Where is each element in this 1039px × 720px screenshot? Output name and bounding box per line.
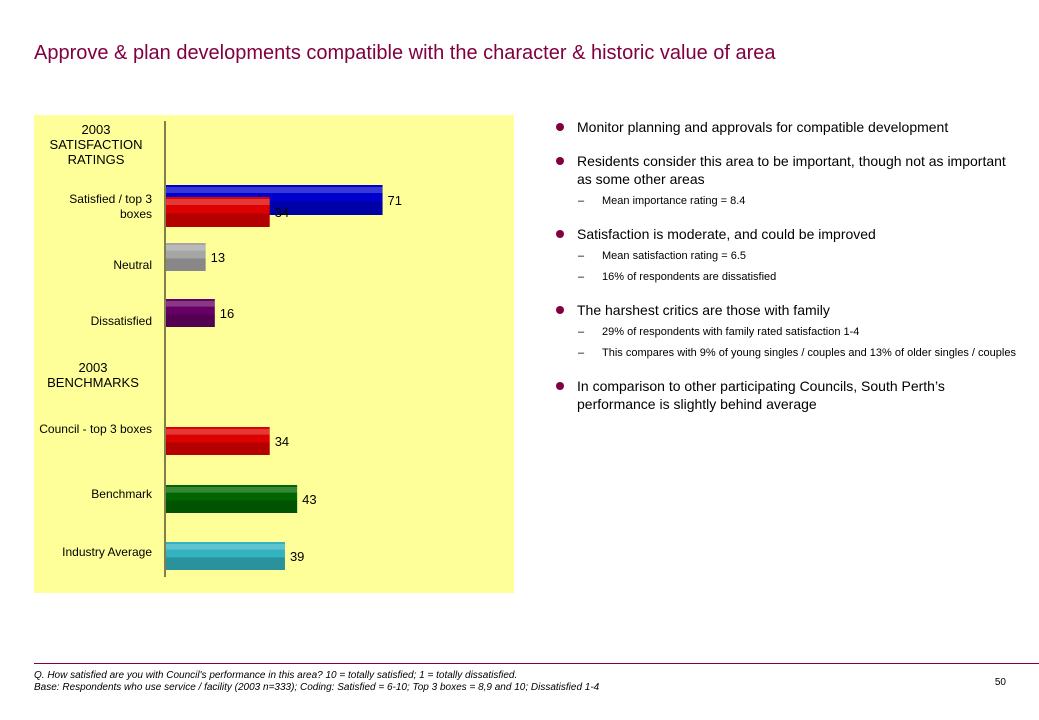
bullet-dot-icon: [556, 230, 564, 238]
bar-value-label: 39: [290, 549, 304, 564]
sub-bullet-item: – 16% of respondents are dissatisfied: [556, 270, 1016, 285]
category-label-industry-average: Industry Average: [62, 545, 152, 559]
category-label-benchmark: Benchmark: [91, 487, 152, 501]
sub-bullet-item: – Mean satisfaction rating = 6.5: [556, 249, 1016, 264]
category-label-council: Council - top 3 boxes: [39, 422, 152, 436]
bar-council-top-3-boxes-34: [166, 427, 270, 455]
sub-bullet-text: Mean satisfaction rating = 6.5: [602, 250, 746, 262]
bar-highlight: [166, 301, 215, 307]
bullet-text: In comparison to other participating Cou…: [577, 378, 945, 412]
bullet-item: The harshest critics are those with fami…: [556, 301, 1016, 319]
bullet-dot-icon: [556, 123, 564, 131]
dash-icon: –: [578, 347, 585, 359]
bar-satisfied-top-3-boxes-34: [166, 197, 270, 227]
sub-bullet-text: 16% of respondents are dissatisfied: [602, 271, 777, 283]
category-label-satisfied: Satisfied / top 3 boxes: [69, 192, 152, 221]
bullet-item: In comparison to other participating Cou…: [556, 377, 1016, 413]
bullet-dot-icon: [556, 157, 564, 165]
page-title: Approve & plan developments compatible w…: [34, 42, 776, 64]
bullet-text: Residents consider this area to be impor…: [577, 153, 1006, 187]
bar-shade: [166, 557, 285, 570]
bar-value-label: 34: [275, 205, 289, 220]
bar-dissatisfied-16: [166, 299, 215, 327]
footnote-question: Q. How satisfied are you with Council's …: [34, 670, 518, 681]
bullet-group: Satisfaction is moderate, and could be i…: [556, 225, 1016, 285]
section-label-benchmarks: 2003 BENCHMARKS: [47, 360, 139, 390]
page-number: 50: [994, 677, 1006, 688]
sub-bullet-text: Mean importance rating = 8.4: [602, 195, 746, 207]
bar-value-label: 71: [388, 193, 402, 208]
dash-icon: –: [578, 250, 585, 262]
footer-divider: [34, 663, 1039, 664]
bullet-dot-icon: [556, 382, 564, 390]
bullet-group: Monitor planning and approvals for compa…: [556, 118, 1016, 136]
bar-shade: [166, 500, 298, 513]
bar-highlight: [166, 487, 298, 493]
bullet-item: Monitor planning and approvals for compa…: [556, 118, 1016, 136]
bar-highlight: [166, 199, 270, 205]
bullet-dot-icon: [556, 306, 564, 314]
bullet-item: Satisfaction is moderate, and could be i…: [556, 225, 1016, 243]
bullet-text: The harshest critics are those with fami…: [577, 302, 830, 318]
bar-highlight: [166, 245, 206, 251]
commentary-list: Monitor planning and approvals for compa…: [556, 118, 1016, 429]
bar-highlight: [166, 544, 285, 550]
footnote: Q. How satisfied are you with Council's …: [34, 670, 599, 694]
dash-icon: –: [578, 271, 585, 283]
bullet-text: Satisfaction is moderate, and could be i…: [577, 226, 876, 242]
category-label-dissatisfied: Dissatisfied: [90, 314, 152, 328]
dash-icon: –: [578, 326, 585, 338]
bar-benchmark-43: [166, 485, 298, 513]
dash-icon: –: [578, 195, 585, 207]
bullet-group: The harshest critics are those with fami…: [556, 301, 1016, 361]
bar-chart: 71 34 13 16 34 43 39: [164, 121, 402, 577]
sub-bullet-item: – 29% of respondents with family rated sa…: [556, 325, 1016, 340]
bar-shade: [166, 258, 206, 271]
bullet-item: Residents consider this area to be impor…: [556, 152, 1016, 188]
bar-value-label: 43: [302, 492, 316, 507]
bar-shade: [166, 213, 270, 227]
footnote-base: Base: Respondents who use service / faci…: [34, 682, 600, 693]
bar-highlight: [166, 429, 270, 435]
bar-industry-average-39: [166, 542, 285, 570]
bullet-group: Residents consider this area to be impor…: [556, 152, 1016, 209]
bar-value-label: 34: [275, 434, 289, 449]
sub-bullet-item: – Mean importance rating = 8.4: [556, 194, 1016, 209]
chart-panel: 71 34 13 16 34 43 39 2003 SATISFACTION RATINGS…: [34, 115, 514, 593]
bullet-group: In comparison to other participating Cou…: [556, 377, 1016, 413]
category-label-neutral: Neutral: [113, 258, 152, 272]
bar-neutral-13: [166, 243, 206, 271]
sub-bullet-text: This compares with 9% of young singles /…: [602, 347, 1016, 359]
section-label-satisfaction: 2003 SATISFACTION RATINGS: [49, 122, 143, 167]
bar-value-label: 13: [211, 250, 225, 265]
bar-highlight: [166, 187, 383, 193]
sub-bullet-item: – This compares with 9% of young singles …: [556, 346, 1016, 361]
bullet-text: Monitor planning and approvals for compa…: [577, 119, 949, 135]
bar-value-label: 16: [220, 306, 234, 321]
sub-bullet-text: 29% of respondents with family rated sat…: [602, 326, 860, 338]
bar-shade: [166, 314, 215, 327]
bar-shade: [166, 442, 270, 455]
